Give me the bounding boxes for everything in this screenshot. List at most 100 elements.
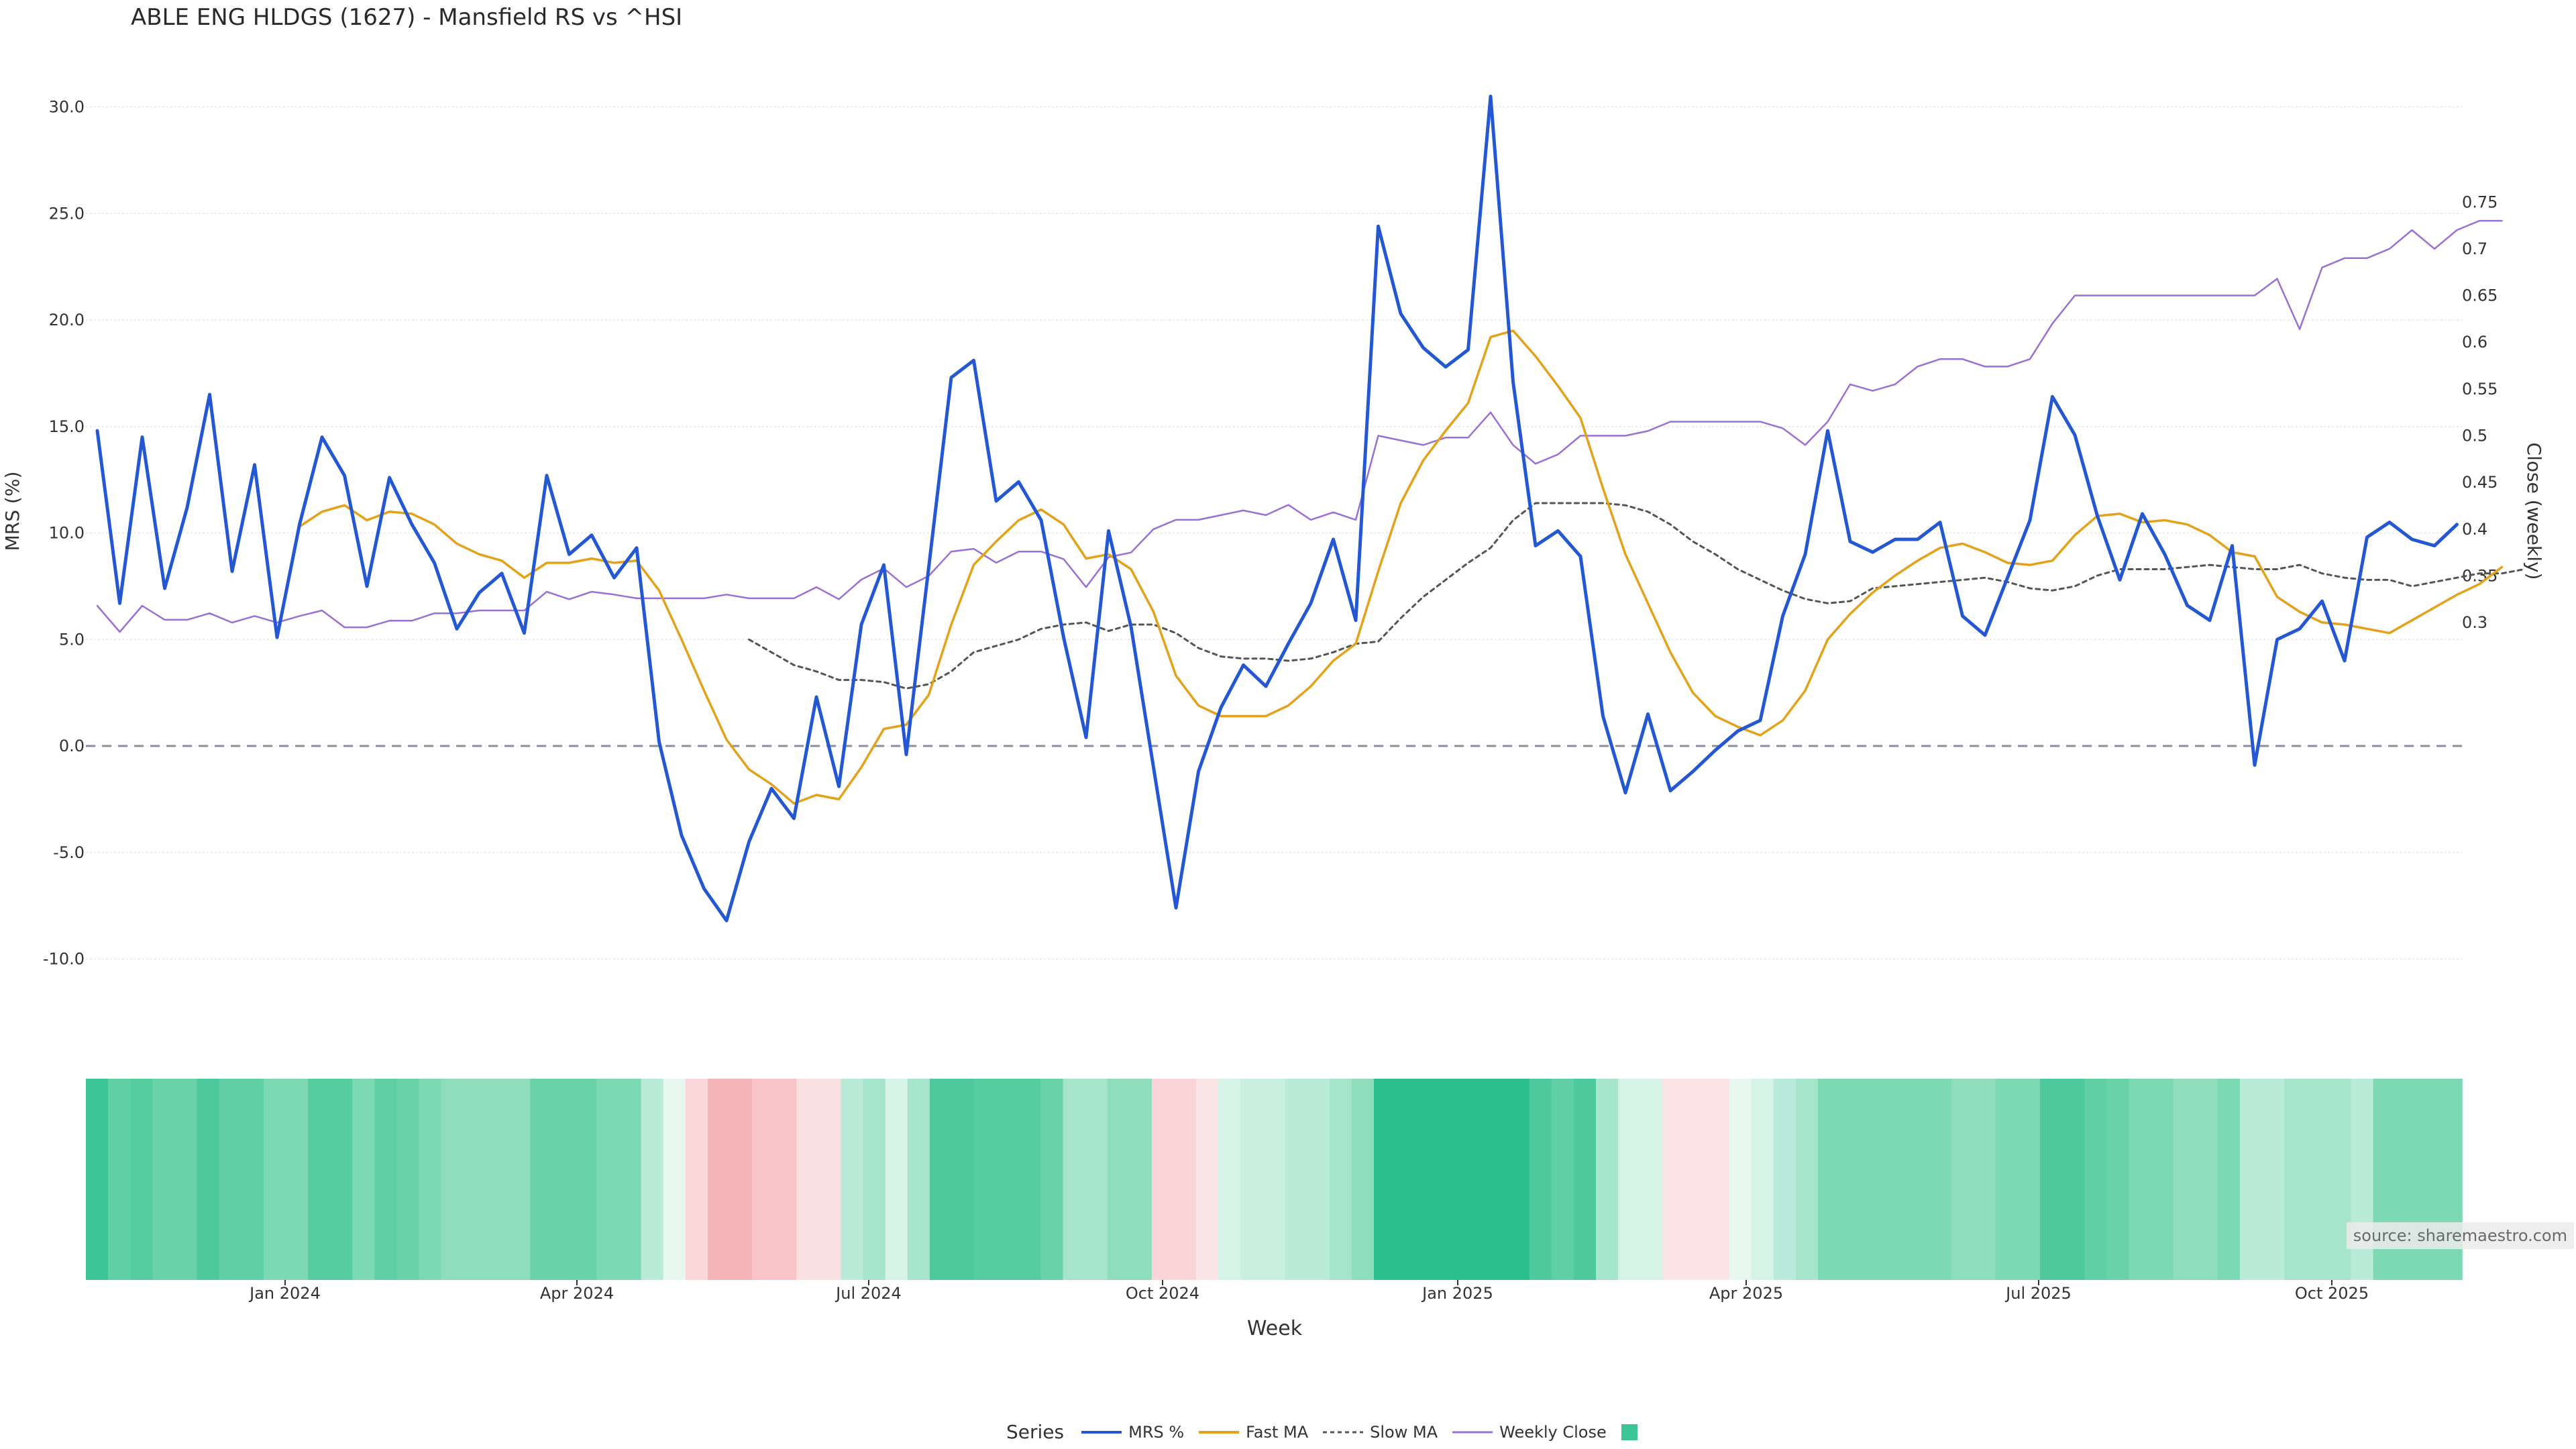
x-tick-label: Jan 2024: [248, 1284, 321, 1303]
series-line-slow-ma: [748, 502, 2526, 690]
heat-cell: [352, 1079, 376, 1280]
heat-cell: [1707, 1079, 1730, 1280]
heat-cell: [619, 1079, 642, 1280]
heat-cell: [1551, 1079, 1574, 1280]
heat-cell: [2239, 1079, 2263, 1280]
left-tick-label: 0.0: [59, 737, 85, 755]
left-tick-label: 30.0: [49, 98, 85, 117]
heat-cell: [1440, 1079, 1464, 1280]
heat-cell: [2439, 1079, 2463, 1280]
heat-cell: [2351, 1079, 2374, 1280]
right-tick-label: 0.5: [2462, 427, 2487, 445]
heat-cell: [285, 1079, 309, 1280]
heat-cell: [752, 1079, 775, 1280]
heat-cell: [263, 1079, 286, 1280]
heat-cell: [2373, 1079, 2396, 1280]
x-tick-label: Jan 2025: [1421, 1284, 1493, 1303]
heat-cell: [907, 1079, 930, 1280]
heat-cell: [1640, 1079, 1664, 1280]
left-tick-label: 5.0: [59, 630, 85, 649]
heat-cell: [996, 1079, 1020, 1280]
heat-cell: [1595, 1079, 1619, 1280]
heat-cell: [1063, 1079, 1086, 1280]
heat-cell: [1795, 1079, 1819, 1280]
heat-cell: [108, 1079, 131, 1280]
heat-cell: [441, 1079, 464, 1280]
heat-cell: [2262, 1079, 2285, 1280]
heat-cell: [1773, 1079, 1796, 1280]
heat-cell: [2417, 1079, 2440, 1280]
legend-line-fast-ma: [1199, 1430, 1240, 1434]
series-line-weekly-close: [96, 219, 2503, 633]
legend: Series MRS % Fast MA Slow MA Weekly Clos…: [1006, 1421, 1638, 1443]
heat-cell: [1662, 1079, 1686, 1280]
heat-cell: [2217, 1079, 2241, 1280]
heat-cell: [2195, 1079, 2218, 1280]
legend-label-fast-ma: Fast MA: [1246, 1422, 1309, 1442]
heat-cell: [86, 1079, 109, 1280]
heat-cell: [1462, 1079, 1486, 1280]
heat-cell: [663, 1079, 686, 1280]
heat-cell: [1818, 1079, 1841, 1280]
heat-cell: [2106, 1079, 2130, 1280]
heat-cell: [974, 1079, 998, 1280]
heat-cell: [1285, 1079, 1308, 1280]
heat-cell: [774, 1079, 798, 1280]
heat-cell: [1129, 1079, 1152, 1280]
legend-line-weekly-close: [1452, 1431, 1493, 1433]
heat-cell: [197, 1079, 220, 1280]
heat-cell: [552, 1079, 576, 1280]
heat-cell: [1174, 1079, 1197, 1280]
heat-cell: [1618, 1079, 1641, 1280]
right-tick-label: 0.7: [2462, 239, 2487, 258]
x-axis-label: Week: [1247, 1317, 1303, 1340]
legend-item-weekly-close[interactable]: Weekly Close: [1452, 1423, 1607, 1442]
heat-cell: [1196, 1079, 1220, 1280]
heat-cell: [530, 1079, 553, 1280]
heat-cell: [485, 1079, 508, 1280]
heat-cell: [1218, 1079, 1242, 1280]
heat-cell: [2284, 1079, 2308, 1280]
heat-cell: [507, 1079, 531, 1280]
heat-cell: [2129, 1079, 2152, 1280]
chart-title: ABLE ENG HLDGS (1627) - Mansfield RS vs …: [131, 4, 683, 31]
right-tick-label: 0.4: [2462, 520, 2487, 539]
grid-layer: [86, 106, 2462, 960]
heat-cell: [952, 1079, 975, 1280]
y-axis-label-left: MRS (%): [1, 472, 23, 551]
heat-cell: [1307, 1079, 1330, 1280]
heat-cell: [152, 1079, 176, 1280]
heat-cell: [1840, 1079, 1864, 1280]
left-tick-label: 15.0: [49, 417, 85, 436]
heat-cell: [841, 1079, 864, 1280]
heat-cell: [1107, 1079, 1130, 1280]
right-tick-label: 0.3: [2462, 613, 2487, 632]
series-line-fast-ma: [298, 329, 2504, 805]
heat-cell: [1729, 1079, 1752, 1280]
legend-item-mrs[interactable]: MRS %: [1081, 1423, 1184, 1442]
legend-label-slow-ma: Slow MA: [1370, 1422, 1438, 1442]
heat-cell: [1929, 1079, 1952, 1280]
heat-cell: [130, 1079, 154, 1280]
legend-swatch-heat[interactable]: [1621, 1424, 1638, 1440]
left-tick-label: 10.0: [49, 524, 85, 543]
heat-cell: [641, 1079, 664, 1280]
legend-title: Series: [1006, 1421, 1065, 1443]
heat-cell: [1040, 1079, 1064, 1280]
heat-cell: [2084, 1079, 2108, 1280]
heat-cell: [2328, 1079, 2352, 1280]
heat-cell: [1396, 1079, 1419, 1280]
heat-cell: [1884, 1079, 1908, 1280]
heat-cell: [818, 1079, 842, 1280]
heat-cell: [685, 1079, 708, 1280]
legend-item-fast-ma[interactable]: Fast MA: [1199, 1423, 1308, 1442]
heat-cell: [2395, 1079, 2418, 1280]
right-tick-label: 0.45: [2462, 473, 2498, 492]
heat-cell: [330, 1079, 354, 1280]
left-tick-label: -10.0: [43, 950, 85, 969]
legend-item-slow-ma[interactable]: Slow MA: [1323, 1423, 1438, 1442]
heat-cell: [796, 1079, 820, 1280]
y-axis-label-right: Close (weekly): [2523, 443, 2545, 580]
series-line-mrs: [95, 95, 2459, 922]
heat-cell: [1351, 1079, 1375, 1280]
